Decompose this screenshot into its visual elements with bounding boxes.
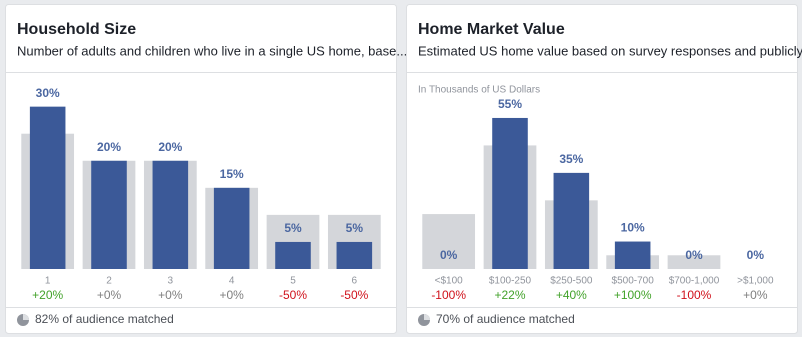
change-label: +20% bbox=[32, 288, 63, 302]
baseline-bar bbox=[667, 255, 721, 269]
category-label: $500-700 bbox=[612, 276, 655, 287]
card-subtitle: Estimated US home value based on survey … bbox=[418, 43, 802, 58]
change-label: -100% bbox=[431, 288, 466, 302]
axis-note: In Thousands of US Dollars bbox=[418, 85, 540, 96]
value-label: 55% bbox=[498, 97, 522, 111]
value-label: 15% bbox=[220, 167, 244, 181]
category-label: 5 bbox=[290, 276, 296, 287]
audience-bar bbox=[275, 241, 311, 269]
change-label: +40% bbox=[556, 288, 587, 302]
category-label: $250-500 bbox=[550, 276, 593, 287]
value-label: 20% bbox=[97, 140, 121, 154]
audience-bar bbox=[336, 241, 373, 269]
category-label: 2 bbox=[106, 276, 112, 287]
change-label: +0% bbox=[743, 288, 768, 302]
card-title: Household Size bbox=[17, 21, 136, 38]
change-label: +100% bbox=[614, 288, 652, 302]
category-label: >$1,000 bbox=[737, 276, 774, 287]
card-subtitle: Number of adults and children who live i… bbox=[17, 43, 407, 58]
card-title: Home Market Value bbox=[418, 21, 565, 38]
footer-text: 70% of audience matched bbox=[436, 312, 575, 326]
audience-bar bbox=[213, 187, 250, 269]
pie-icon bbox=[17, 314, 29, 326]
audience-bar bbox=[152, 160, 189, 269]
audience-bar bbox=[614, 241, 651, 269]
change-label: -50% bbox=[279, 288, 307, 302]
category-label: 1 bbox=[45, 276, 51, 287]
footer-text: 82% of audience matched bbox=[35, 312, 174, 326]
audience-bar bbox=[553, 172, 590, 269]
change-label: -100% bbox=[677, 288, 712, 302]
value-label: 0% bbox=[747, 248, 765, 262]
value-label: 10% bbox=[621, 221, 645, 235]
category-label: <$100 bbox=[435, 276, 464, 287]
pie-icon bbox=[418, 314, 430, 326]
value-label: 35% bbox=[559, 152, 583, 166]
value-label: 0% bbox=[440, 248, 458, 262]
value-label: 20% bbox=[158, 140, 182, 154]
change-label: +0% bbox=[219, 288, 244, 302]
category-label: 3 bbox=[168, 276, 174, 287]
category-label: $700-1,000 bbox=[669, 276, 720, 287]
category-label: $100-250 bbox=[489, 276, 532, 287]
value-label: 5% bbox=[346, 221, 364, 235]
value-label: 5% bbox=[284, 221, 302, 235]
change-label: +22% bbox=[494, 288, 525, 302]
value-label: 30% bbox=[36, 86, 60, 100]
change-label: +0% bbox=[97, 288, 122, 302]
category-label: 4 bbox=[229, 276, 235, 287]
baseline-bar bbox=[422, 214, 476, 269]
value-label: 0% bbox=[685, 248, 703, 262]
change-label: -50% bbox=[340, 288, 368, 302]
audience-bar bbox=[91, 160, 127, 269]
category-label: 6 bbox=[352, 276, 358, 287]
audience-bar bbox=[29, 106, 66, 269]
change-label: +0% bbox=[158, 288, 183, 302]
audience-bar bbox=[492, 117, 528, 269]
